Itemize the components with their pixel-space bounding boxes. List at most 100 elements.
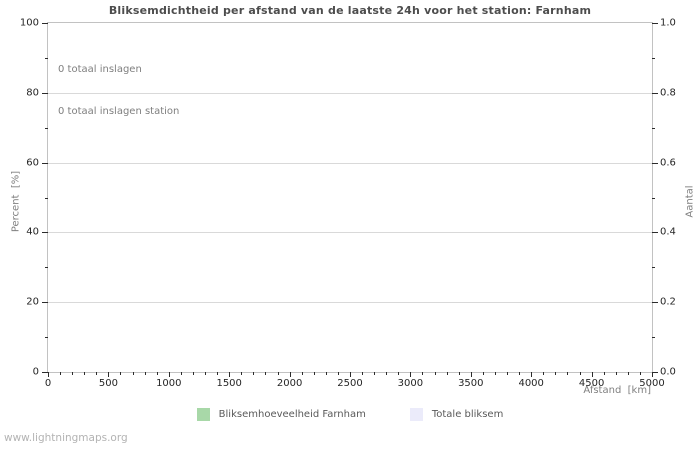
x-minor-tick (362, 372, 364, 375)
x-minor-tick (567, 372, 569, 375)
gridline (48, 232, 652, 234)
y-right-major-tick (652, 372, 658, 373)
x-minor-tick (277, 372, 279, 375)
y-left-minor-tick (45, 267, 48, 269)
x-major-tick (591, 372, 593, 377)
x-tick-label: 4000 (518, 378, 544, 389)
y-right-minor-tick (652, 127, 655, 129)
y-left-minor-tick (45, 197, 48, 199)
x-minor-tick (96, 372, 98, 375)
x-major-tick (410, 372, 412, 377)
x-minor-tick (84, 372, 86, 375)
y-left-tick-label: 0 (32, 366, 39, 378)
y-left-tick-label: 60 (26, 157, 39, 169)
y-right-major-tick (652, 232, 658, 234)
y-left-tick-label: 20 (26, 296, 39, 308)
x-minor-tick (192, 372, 194, 375)
y-left-axis-title: Percent [%] (10, 170, 22, 233)
x-minor-tick (482, 372, 484, 375)
x-major-tick (470, 372, 472, 377)
y-left-major-tick (42, 92, 48, 94)
y-right-minor-tick (652, 197, 655, 199)
x-minor-tick (205, 372, 207, 375)
x-tick-label: 1000 (156, 378, 182, 389)
x-minor-tick (325, 372, 327, 375)
x-minor-tick (458, 372, 460, 375)
x-minor-tick (615, 372, 617, 375)
y-right-major-tick (652, 92, 658, 94)
x-minor-tick (253, 372, 255, 375)
gridline (48, 162, 652, 164)
chart-title: Bliksemdichtheid per afstand van de laat… (108, 4, 592, 17)
x-tick-label: 500 (98, 378, 118, 389)
gridline (48, 302, 652, 304)
x-minor-tick (543, 372, 545, 375)
x-major-tick (350, 372, 351, 377)
x-minor-tick (337, 372, 339, 375)
y-left-tick-label: 80 (26, 87, 39, 99)
legend-label: Bliksemhoeveelheid Farnham (218, 409, 366, 420)
y-right-tick-label: 0.8 (660, 87, 676, 99)
y-left-major-tick (42, 23, 48, 24)
x-major-tick (531, 372, 533, 377)
x-tick-label: 0 (44, 378, 52, 389)
x-tick-label: 2000 (276, 378, 303, 389)
x-minor-tick (72, 372, 74, 375)
x-minor-tick (603, 372, 605, 375)
x-minor-tick (386, 372, 388, 375)
y-right-minor-tick (652, 267, 655, 269)
y-left-major-tick (42, 162, 48, 164)
x-major-tick (652, 372, 653, 377)
x-tick-label: 5000 (639, 378, 665, 389)
x-axis-title: Afstand [km] (583, 385, 651, 396)
x-minor-tick (217, 372, 219, 375)
y-right-major-tick (652, 302, 658, 304)
x-minor-tick (555, 372, 557, 375)
y-left-minor-tick (45, 337, 48, 339)
x-major-tick (229, 372, 231, 377)
x-major-tick (48, 372, 49, 377)
y-right-minor-tick (652, 337, 655, 339)
x-minor-tick (494, 372, 496, 375)
x-minor-tick (301, 372, 303, 375)
gridline (48, 92, 652, 94)
x-major-tick (168, 372, 170, 377)
y-right-minor-tick (652, 57, 655, 59)
legend-item: Totale bliksem (409, 408, 504, 421)
legend-swatch (409, 408, 423, 421)
x-minor-tick (180, 372, 182, 375)
y-right-tick-label: 1.0 (660, 17, 676, 29)
x-major-tick (108, 372, 110, 377)
y-left-major-tick (42, 232, 48, 234)
x-minor-tick (639, 372, 641, 375)
y-right-major-tick (652, 23, 658, 24)
x-tick-label: 4500 (578, 378, 605, 389)
x-minor-tick (446, 372, 448, 375)
x-minor-tick (627, 372, 629, 375)
legend-label: Totale bliksem (431, 409, 504, 420)
x-minor-tick (120, 372, 122, 375)
x-minor-tick (507, 372, 509, 375)
annotation-total-strikes-station: 0 totaal inslagen station (58, 106, 180, 117)
y-right-tick-label: 0.0 (660, 366, 676, 378)
x-minor-tick (132, 372, 134, 375)
y-left-major-tick (42, 372, 48, 373)
x-minor-tick (374, 372, 376, 375)
x-tick-label: 1500 (216, 378, 242, 389)
x-minor-tick (156, 372, 158, 375)
x-minor-tick (519, 372, 521, 375)
x-minor-tick (144, 372, 146, 375)
x-minor-tick (60, 372, 62, 375)
legend-swatch (196, 408, 210, 421)
x-minor-tick (241, 372, 243, 375)
y-right-tick-label: 0.6 (660, 157, 676, 169)
y-right-tick-label: 0.4 (660, 226, 676, 238)
x-minor-tick (265, 372, 267, 375)
y-left-minor-tick (45, 57, 48, 59)
x-tick-label: 3000 (397, 378, 424, 389)
annotation-total-strikes: 0 totaal inslagen (58, 64, 142, 75)
plot-annotations: 0 totaal inslagen 0 totaal inslagen stat… (58, 35, 179, 147)
x-major-tick (289, 372, 291, 377)
x-minor-tick (434, 372, 436, 375)
